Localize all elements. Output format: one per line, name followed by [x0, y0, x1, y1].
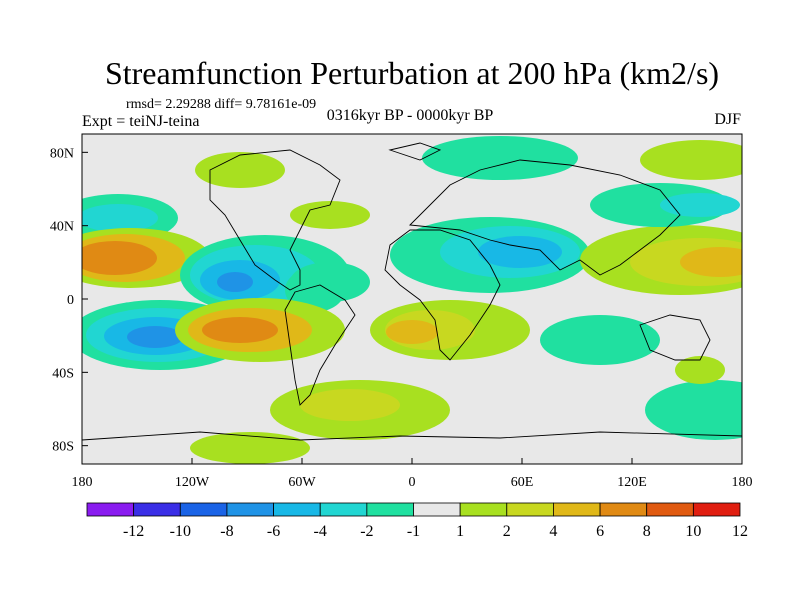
contour-region	[217, 272, 253, 292]
contour-region	[645, 380, 742, 440]
eurasia-outline	[409, 159, 681, 276]
y-tick-label: 80S	[52, 440, 74, 455]
colorbar-box	[366, 502, 414, 517]
colorbar-label: 10	[685, 523, 701, 540]
right-label: DJF	[714, 111, 741, 128]
contour-region	[290, 262, 370, 302]
contour-region	[202, 317, 278, 343]
y-tick-label: 40S	[52, 366, 74, 381]
contour-region	[195, 152, 285, 188]
north-america-outline	[209, 149, 341, 291]
greenland-outline	[388, 142, 442, 161]
contour-region	[478, 236, 562, 268]
colorbar-label: 6	[596, 523, 604, 540]
colorbar-label: 1	[456, 523, 464, 540]
contour-region	[127, 326, 183, 348]
colorbar-box	[86, 502, 135, 517]
x-tick-label: 120W	[175, 475, 210, 490]
colorbar-box	[273, 502, 321, 517]
left-label: Expt = teiNJ-teina	[82, 113, 199, 130]
x-tick-label: 180	[72, 475, 93, 490]
colorbar-label: -8	[220, 523, 233, 540]
map-panel	[81, 133, 743, 465]
colorbar-box	[692, 502, 741, 517]
colorbar-box	[599, 502, 648, 517]
colorbar-label: 12	[732, 523, 748, 540]
y-tick-label: 40N	[50, 220, 74, 235]
colorbar-box	[226, 502, 274, 517]
contour-region	[675, 356, 725, 384]
africa-outline	[384, 229, 501, 361]
x-tick-label: 60W	[288, 475, 316, 490]
contour-region	[660, 193, 740, 217]
colorbar-label: -2	[360, 523, 373, 540]
colorbar-box	[133, 502, 181, 517]
colorbar-box	[506, 502, 554, 517]
antarctica-outline	[82, 431, 742, 441]
colorbar-label: -12	[123, 523, 144, 540]
colorbar-label: 2	[503, 523, 511, 540]
colorbar-label: 4	[549, 523, 557, 540]
colorbar-label: -6	[267, 523, 280, 540]
contour-region	[422, 136, 578, 180]
contour-region	[290, 201, 370, 229]
contour-region	[82, 241, 157, 275]
contour-region	[82, 204, 158, 232]
colorbar-box	[459, 502, 508, 517]
contour-region	[540, 315, 660, 365]
colorbar-box	[646, 502, 694, 517]
colorbar-label: -10	[170, 523, 191, 540]
stats-line: rmsd= 2.29288 diff= 9.78161e-09	[126, 97, 316, 112]
y-tick-label: 0	[67, 293, 74, 308]
contour-region	[386, 320, 438, 344]
contour-region	[680, 247, 742, 277]
center-label: 0316kyr BP - 0000kyr BP	[327, 107, 494, 124]
chart-title: Streamfunction Perturbation at 200 hPa (…	[105, 55, 719, 91]
contour-region	[190, 432, 310, 464]
y-tick-label: 80N	[50, 146, 74, 161]
x-axis: 180 120W 60W 0 60E 120E 180	[72, 458, 753, 490]
coastlines	[82, 142, 742, 441]
colorbar-label: 8	[643, 523, 651, 540]
contour-region	[640, 140, 742, 180]
colorbar-label: -1	[407, 523, 420, 540]
colorbar-box	[179, 502, 228, 517]
colorbar-box	[413, 502, 461, 517]
colorbar-label: -4	[314, 523, 327, 540]
y-axis: 80N 40N 0 40S 80S	[50, 146, 88, 455]
colorbar: -12 -10 -8 -6 -4 -2 -1 1 2 4 6 8 10 12	[86, 502, 748, 540]
x-tick-label: 120E	[617, 475, 647, 490]
contour-field	[82, 136, 742, 464]
x-tick-label: 60E	[511, 475, 534, 490]
x-tick-label: 0	[409, 475, 416, 490]
x-tick-label: 180	[732, 475, 753, 490]
colorbar-box	[553, 502, 601, 517]
contour-region	[300, 389, 400, 421]
australia-outline	[639, 314, 711, 361]
colorbar-box	[319, 502, 368, 517]
south-america-outline	[284, 284, 356, 406]
